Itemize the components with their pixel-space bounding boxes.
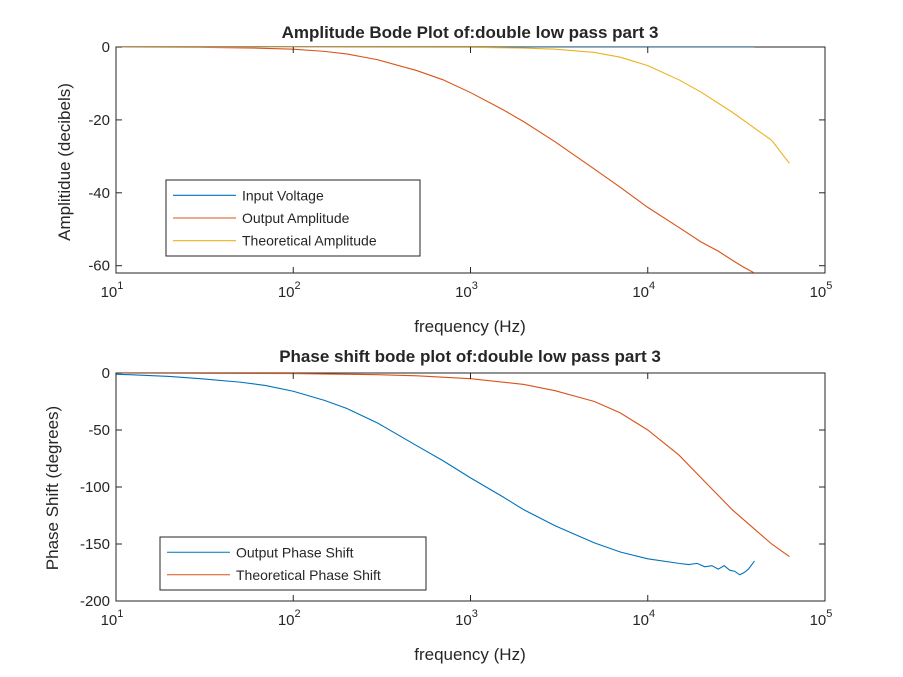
phase-series-layer xyxy=(116,373,790,576)
amplitude-legend-entry: Output Amplitude xyxy=(242,210,350,226)
phase-y-tick-label: -50 xyxy=(88,422,110,439)
phase-y-tick-label: -100 xyxy=(80,479,110,496)
phase-series-line-1 xyxy=(116,373,755,576)
amplitude-y-tick-label: -20 xyxy=(88,112,110,129)
phase-chart: Phase shift bode plot of:double low pass… xyxy=(43,347,832,664)
phase-y-tick-label: -200 xyxy=(80,593,110,610)
amplitude-y-tick-label: -60 xyxy=(88,258,110,275)
phase-x-tick-label: 105 xyxy=(810,608,833,629)
phase-x-tick-label: 101 xyxy=(101,608,124,629)
phase-x-tick-label: 103 xyxy=(455,608,478,629)
amplitude-x-tick-label: 103 xyxy=(455,280,478,301)
amplitude-x-tick-label: 104 xyxy=(632,280,655,301)
amplitude-legend-entry: Theoretical Amplitude xyxy=(242,233,377,249)
phase-series-line-2 xyxy=(116,373,790,557)
phase-legend-entry: Output Phase Shift xyxy=(236,544,354,560)
phase-x-tick-label: 102 xyxy=(278,608,301,629)
phase-y-tick-label: -150 xyxy=(80,536,110,553)
amplitude-y-tick-label: 0 xyxy=(102,39,110,56)
amplitude-x-axis-label: frequency (Hz) xyxy=(414,317,525,336)
phase-chart-title: Phase shift bode plot of:double low pass… xyxy=(279,347,661,366)
amplitude-series-line-2 xyxy=(116,47,755,273)
amplitude-x-tick-label: 101 xyxy=(101,280,124,301)
phase-y-tick-label: 0 xyxy=(102,365,110,382)
phase-legend-box xyxy=(159,536,427,591)
amplitude-legend-entry: Input Voltage xyxy=(242,187,324,203)
phase-legend-entry: Theoretical Phase Shift xyxy=(236,567,381,583)
amplitude-legend: Input Voltage Output Amplitude Theoretical… xyxy=(165,179,421,257)
amplitude-y-tick-label: -40 xyxy=(88,185,110,202)
amplitude-chart-title: Amplitude Bode Plot of:double low pass p… xyxy=(282,23,659,42)
phase-legend: Output Phase Shift Theoretical Phase Shif… xyxy=(159,536,427,591)
amplitude-tick-layer: 101 102 103 104 105 0 -20 -40 -60 xyxy=(88,39,832,301)
amplitude-x-tick-label: 105 xyxy=(810,280,833,301)
amplitude-x-tick-label: 102 xyxy=(278,280,301,301)
phase-y-axis-label: Phase Shift (degrees) xyxy=(43,406,62,570)
phase-x-tick-label: 104 xyxy=(632,608,655,629)
phase-tick-layer: 101 102 103 104 105 0 -50 -100 -150 -200 xyxy=(80,365,832,629)
phase-x-axis-label: frequency (Hz) xyxy=(414,645,525,664)
amplitude-chart: Amplitude Bode Plot of:double low pass p… xyxy=(55,23,832,336)
amplitude-y-axis-label: Amplitidue (decibels) xyxy=(55,83,74,241)
